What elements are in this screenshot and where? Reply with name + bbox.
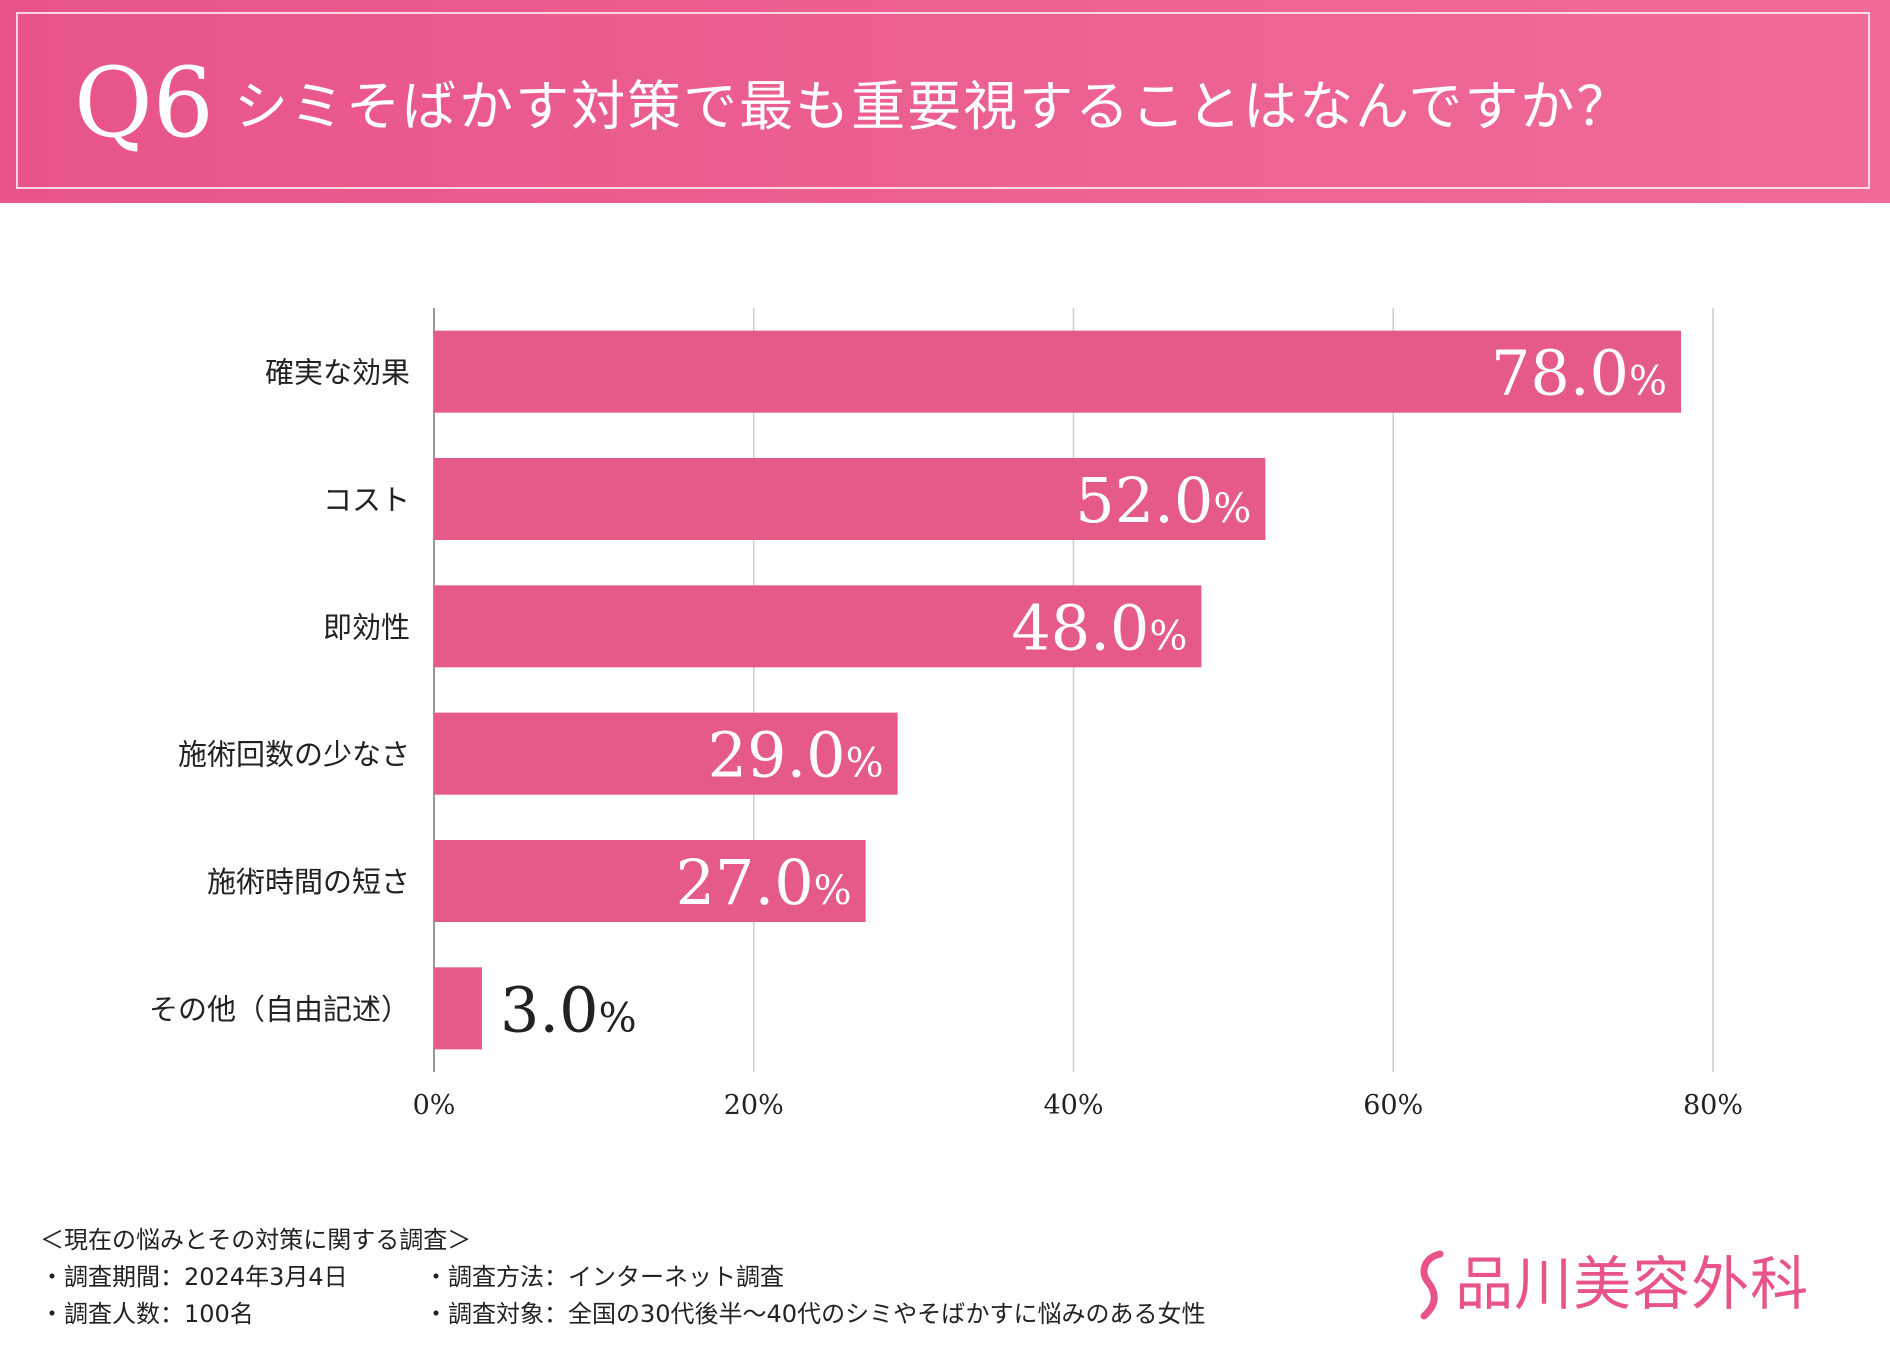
survey-info: ＜現在の悩みとその対策に関する調査＞ ・調査期間：2024年3月4日 ・調査方法… <box>40 1222 1206 1333</box>
category-label: 施術時間の短さ <box>207 865 410 899</box>
data-label: 52.0% <box>1075 464 1251 537</box>
x-tick-label: 0% <box>413 1090 456 1121</box>
survey-sample: ・調査人数：100名 <box>40 1300 254 1328</box>
bar <box>434 458 1266 540</box>
survey-period: ・調査期間：2024年3月4日 <box>40 1263 348 1291</box>
category-label: その他（自由記述） <box>149 992 410 1026</box>
brand-name: 品川美容外科 <box>1455 1250 1810 1318</box>
category-label: 即効性 <box>323 610 410 644</box>
x-tick-label: 80% <box>1683 1090 1743 1121</box>
category-label: 確実な効果 <box>265 356 410 390</box>
bar-chart: 0% 20% 40% 60% 80% 確実な効果 78.0% コスト 52.0% 即効性 48.0%… <box>149 308 1743 1121</box>
data-label: 48.0% <box>1011 591 1187 664</box>
category-label: コスト <box>323 483 410 517</box>
x-tick-label: 40% <box>1043 1090 1103 1121</box>
header-banner: Q6 シミそばかす対策で最も重要視することはなんですか？ <box>0 0 1890 203</box>
bar <box>434 330 1682 413</box>
bar <box>434 967 482 1050</box>
grid-layer <box>433 308 1714 1072</box>
survey-target: ・調査対象：全国の30代後半〜40代のシミやそばかすに悩みのある女性 <box>424 1300 1206 1328</box>
data-label: 27.0% <box>676 846 852 919</box>
brand-logo: 品川美容外科 <box>1414 1246 1809 1326</box>
header-frame <box>16 12 1870 189</box>
data-label: 78.0% <box>1491 337 1667 410</box>
bar <box>434 585 1202 668</box>
data-label: 29.0% <box>708 719 884 792</box>
survey-method: ・調査方法：インターネット調査 <box>424 1263 784 1291</box>
bar-layer <box>434 330 1682 1050</box>
label-layer: 0% 20% 40% 60% 80% 確実な効果 78.0% コスト 52.0% 即効性 48.0%… <box>149 337 1743 1121</box>
bar <box>434 712 898 795</box>
category-label: 施術回数の少なさ <box>178 738 410 772</box>
survey-title: ＜現在の悩みとその対策に関する調査＞ <box>40 1226 472 1254</box>
bar <box>434 840 866 922</box>
s-curve-logo-icon <box>1420 1250 1444 1320</box>
question-number: Q6 <box>74 47 214 159</box>
question-title: シミそばかす対策で最も重要視することはなんですか？ <box>234 75 1633 138</box>
data-label: 3.0% <box>500 973 637 1046</box>
x-tick-label: 60% <box>1363 1090 1423 1121</box>
x-tick-label: 20% <box>724 1090 784 1121</box>
